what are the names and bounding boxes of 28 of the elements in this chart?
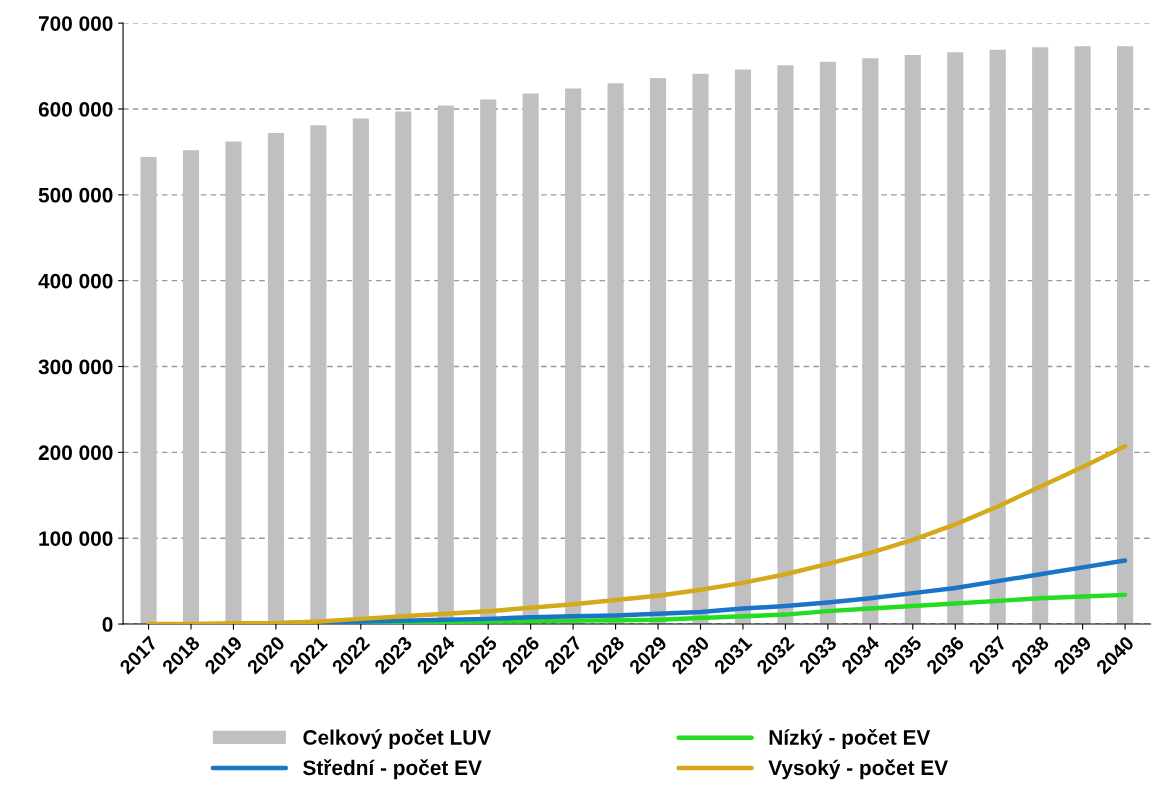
bar	[904, 54, 921, 625]
y-tick-label: 200 000	[38, 445, 113, 461]
y-tick-label: 600 000	[38, 101, 113, 117]
y-tick-label: 500 000	[38, 187, 113, 203]
bar	[1117, 46, 1134, 625]
y-tick-label: 700 000	[38, 16, 113, 31]
bar	[947, 52, 964, 625]
bar	[989, 49, 1006, 625]
y-tick-label: 0	[102, 617, 113, 632]
bar	[607, 83, 624, 625]
legend-label: Celkový počet LUV	[303, 729, 492, 749]
line-series	[146, 444, 1128, 625]
y-tick-label: 100 000	[39, 531, 113, 546]
bar	[819, 61, 836, 625]
bar	[1032, 47, 1049, 625]
bar	[734, 69, 752, 625]
bar	[1074, 46, 1091, 625]
legend-label: Nízký - počet EV	[769, 729, 931, 749]
y-tick-label: 300 000	[38, 359, 113, 375]
bar	[140, 157, 157, 625]
bar	[862, 58, 879, 625]
bar	[649, 78, 667, 625]
bar	[692, 73, 709, 625]
bar	[777, 65, 794, 625]
y-tick-label: 400 000	[38, 273, 113, 289]
legend-label: Střední - počet EV	[303, 759, 482, 780]
bar	[182, 150, 200, 625]
legend-label: Vysoký - počet EV	[768, 759, 948, 780]
